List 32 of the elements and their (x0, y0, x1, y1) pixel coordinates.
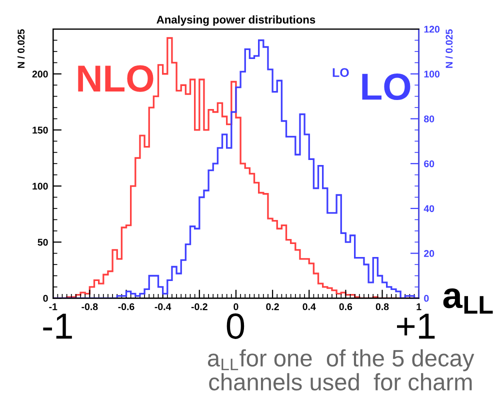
y2-tick-label: 60 (424, 160, 434, 168)
x-tick-label: -1 (49, 303, 58, 310)
y2-tick-label: 40 (424, 205, 434, 212)
chart-title: Analysing power distributions (156, 15, 316, 26)
x-tick-label: -0.2 (191, 303, 208, 310)
y-axis-title: N / 0.025 (17, 29, 25, 68)
x-tick-label: 1 (416, 303, 422, 310)
y-tick-label: 100 (32, 182, 48, 190)
y2-tick-label: 120 (424, 26, 440, 33)
y-tick-label: 200 (32, 70, 48, 78)
y-tick-label: 50 (38, 238, 48, 246)
x-tick-label: -0.8 (82, 303, 98, 310)
y2-tick-label: 80 (424, 115, 434, 122)
y-tick-label: 0 (43, 294, 48, 302)
text: a$_{LL}$for one of the 5 decay channels used for charm (208, 349, 474, 390)
y2-tick-label: 100 (424, 70, 440, 78)
x-tick-label: -0.4 (154, 303, 172, 310)
text: a$_{LL}$ (443, 288, 493, 314)
series-label: LO (362, 73, 410, 100)
x-tick-label: 0.2 (266, 303, 279, 310)
text: +1 (397, 314, 435, 339)
series-label: NLO (78, 65, 154, 92)
y2-tick-label: 0 (424, 294, 429, 302)
annotation: LO (332, 68, 349, 77)
y2-tick-label: 20 (424, 250, 434, 257)
x-tick-label: 0.8 (376, 303, 389, 310)
y2-axis-title: N / 0.025 (445, 29, 453, 68)
x-tick-label: 0.4 (302, 303, 316, 310)
y-tick-label: 150 (32, 126, 48, 134)
x-tick-label: 0 (234, 303, 238, 310)
x-tick-label: -0.6 (118, 303, 134, 310)
x-tick-label: 0.6 (339, 303, 352, 310)
